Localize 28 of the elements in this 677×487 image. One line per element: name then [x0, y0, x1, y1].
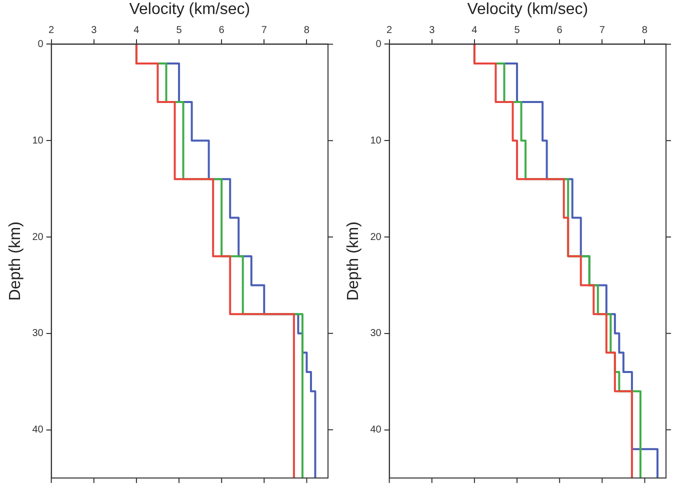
x-tick-label: 6 [218, 24, 225, 36]
x-tick-label: 8 [304, 24, 310, 36]
y-axis-title: Depth (km) [345, 222, 362, 301]
y-tick-label: 10 [32, 135, 44, 146]
y-tick-label: 40 [32, 424, 44, 436]
y-axis-title: Depth (km) [7, 222, 24, 301]
x-tick-label: 7 [599, 24, 606, 36]
x-tick-label: 4 [472, 24, 478, 36]
x-tick-label: 3 [91, 24, 98, 36]
y-tick-label: 20 [32, 232, 44, 243]
y-tick-label: 40 [370, 424, 382, 436]
x-tick-label: 7 [261, 24, 268, 36]
x-tick-label: 6 [556, 24, 563, 36]
y-tick-label: 0 [376, 38, 382, 50]
x-tick-label: 4 [134, 24, 140, 36]
x-axis-title: Velocity (km/sec) [129, 1, 250, 18]
x-tick-label: 2 [386, 24, 393, 36]
y-tick-label: 30 [370, 328, 382, 340]
y-tick-label: 20 [370, 232, 382, 243]
x-axis-title: Velocity (km/sec) [467, 1, 588, 18]
x-tick-label: 5 [176, 24, 182, 36]
x-tick-label: 8 [642, 24, 648, 36]
y-tick-label: 0 [38, 38, 44, 50]
y-tick-label: 10 [370, 135, 382, 146]
x-tick-label: 2 [48, 24, 55, 36]
y-tick-label: 30 [32, 328, 44, 340]
x-tick-label: 5 [514, 24, 520, 36]
x-tick-label: 3 [429, 24, 436, 36]
